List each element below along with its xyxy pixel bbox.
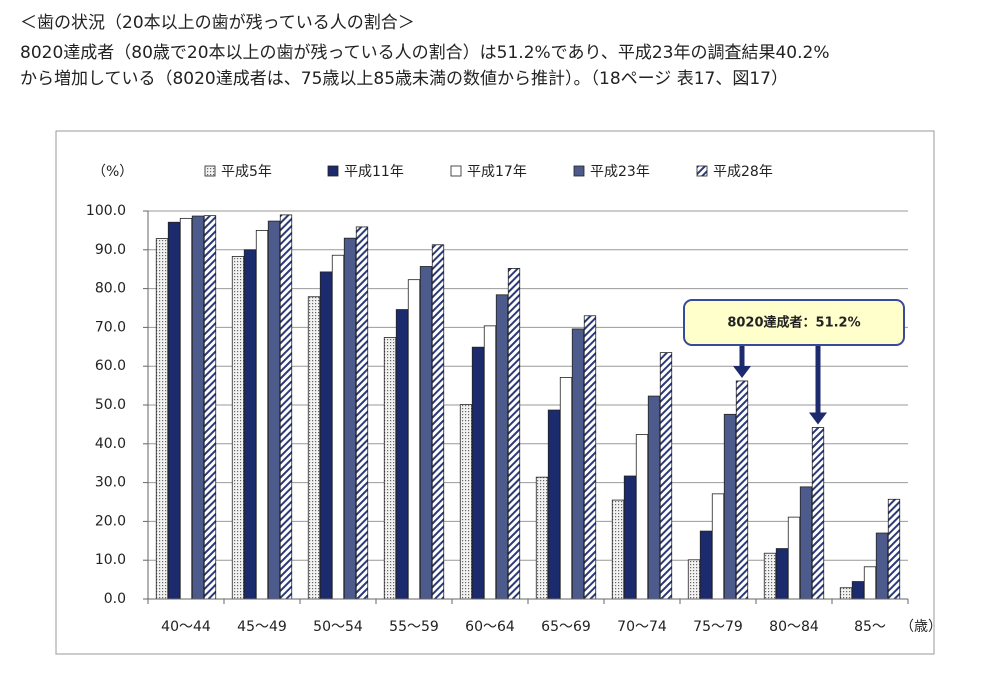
- bar: [507, 268, 521, 600]
- bar: [307, 296, 321, 600]
- y-tick-label: 10.0: [95, 552, 126, 568]
- y-tick-label: 20.0: [95, 513, 126, 529]
- bar: [687, 559, 701, 600]
- y-axis-label: （%）: [92, 164, 133, 180]
- bar: [787, 516, 801, 600]
- bar: [383, 337, 397, 600]
- y-tick-label: 70.0: [95, 319, 126, 335]
- bar: [535, 476, 549, 600]
- bar: [167, 221, 181, 600]
- bar: [559, 377, 573, 600]
- y-tick-label: 0.0: [104, 591, 126, 607]
- bar: [355, 226, 369, 600]
- bar: [623, 475, 637, 600]
- legend-swatch: [327, 165, 339, 177]
- bar: [179, 217, 193, 600]
- bar: [763, 552, 777, 600]
- bar: [775, 548, 789, 600]
- bar: [243, 249, 257, 600]
- bar: [483, 325, 497, 600]
- bar: [547, 409, 561, 600]
- bar: [319, 271, 333, 600]
- bar: [887, 498, 901, 600]
- bar: [635, 434, 649, 600]
- y-tick-label: 30.0: [95, 475, 126, 491]
- annotation-arrowhead: [733, 365, 751, 378]
- x-tick-label: 50〜54: [313, 619, 363, 635]
- bar: [735, 380, 749, 600]
- legend-label: 平成23年: [590, 164, 650, 180]
- bar: [191, 215, 205, 600]
- bar: [431, 244, 445, 600]
- bar: [811, 427, 825, 600]
- x-tick-label: 80〜84: [769, 619, 819, 635]
- x-tick-label: 75〜79: [693, 619, 743, 635]
- bar: [255, 229, 269, 600]
- bar: [419, 266, 433, 600]
- bar: [659, 352, 673, 600]
- legend-swatch: [573, 165, 585, 177]
- bar: [611, 499, 625, 600]
- x-tick-label: 45〜49: [237, 619, 287, 635]
- bar: [331, 254, 345, 600]
- legend-label: 平成5年: [221, 164, 272, 180]
- y-tick-label: 100.0: [86, 203, 126, 219]
- legend-label: 平成17年: [467, 164, 527, 180]
- y-tick-label: 60.0: [95, 358, 126, 374]
- header-line: から増加している（8020達成者は、75歳以上85歳未満の数値から推計）。（18…: [20, 69, 788, 89]
- x-axis-label: （歳）: [900, 619, 942, 635]
- x-tick-label: 65〜69: [541, 619, 591, 635]
- bar: [495, 294, 509, 600]
- legend-label: 平成11年: [344, 164, 404, 180]
- bar: [231, 255, 245, 600]
- bar: [583, 315, 597, 600]
- bar: [723, 413, 737, 600]
- x-tick-label: 55〜59: [389, 619, 439, 635]
- annotation-arrowhead: [809, 412, 827, 425]
- bar: [799, 486, 813, 600]
- bar: [863, 566, 877, 600]
- annotation-text: 8020達成者：51.2%: [727, 315, 860, 331]
- legend-label: 平成28年: [713, 164, 773, 180]
- bar: [471, 346, 485, 600]
- y-tick-label: 50.0: [95, 397, 126, 413]
- bar: [155, 238, 169, 600]
- bar: [875, 532, 889, 600]
- legend-swatch: [696, 165, 708, 177]
- annotation-box: [683, 299, 905, 346]
- y-tick-label: 90.0: [95, 242, 126, 258]
- y-tick-label: 40.0: [95, 436, 126, 452]
- bar: [395, 309, 409, 600]
- y-tick-label: 80.0: [95, 281, 126, 297]
- bar: [203, 215, 217, 600]
- bar: [647, 395, 661, 600]
- bar: [851, 581, 865, 600]
- header-title: ＜歯の状況（20本以上の歯が残っている人の割合＞: [20, 13, 415, 33]
- bar: [459, 404, 473, 600]
- x-tick-label: 70〜74: [617, 619, 667, 635]
- bar: [839, 587, 853, 600]
- bar: [711, 493, 725, 600]
- bar: [279, 214, 293, 600]
- x-tick-label: 40〜44: [161, 619, 211, 635]
- header-line: 8020達成者（80歳で20本以上の歯が残っている人の割合）は51.2%であり、…: [20, 43, 830, 63]
- bar: [571, 328, 585, 600]
- bar: [699, 530, 713, 600]
- legend-swatch: [204, 165, 216, 177]
- bar: [267, 220, 281, 600]
- chart-frame: [55, 130, 935, 655]
- bar: [343, 237, 357, 600]
- x-tick-label: 85〜: [854, 619, 886, 635]
- bar: [407, 279, 421, 600]
- x-tick-label: 60〜64: [465, 619, 515, 635]
- legend-swatch: [450, 165, 462, 177]
